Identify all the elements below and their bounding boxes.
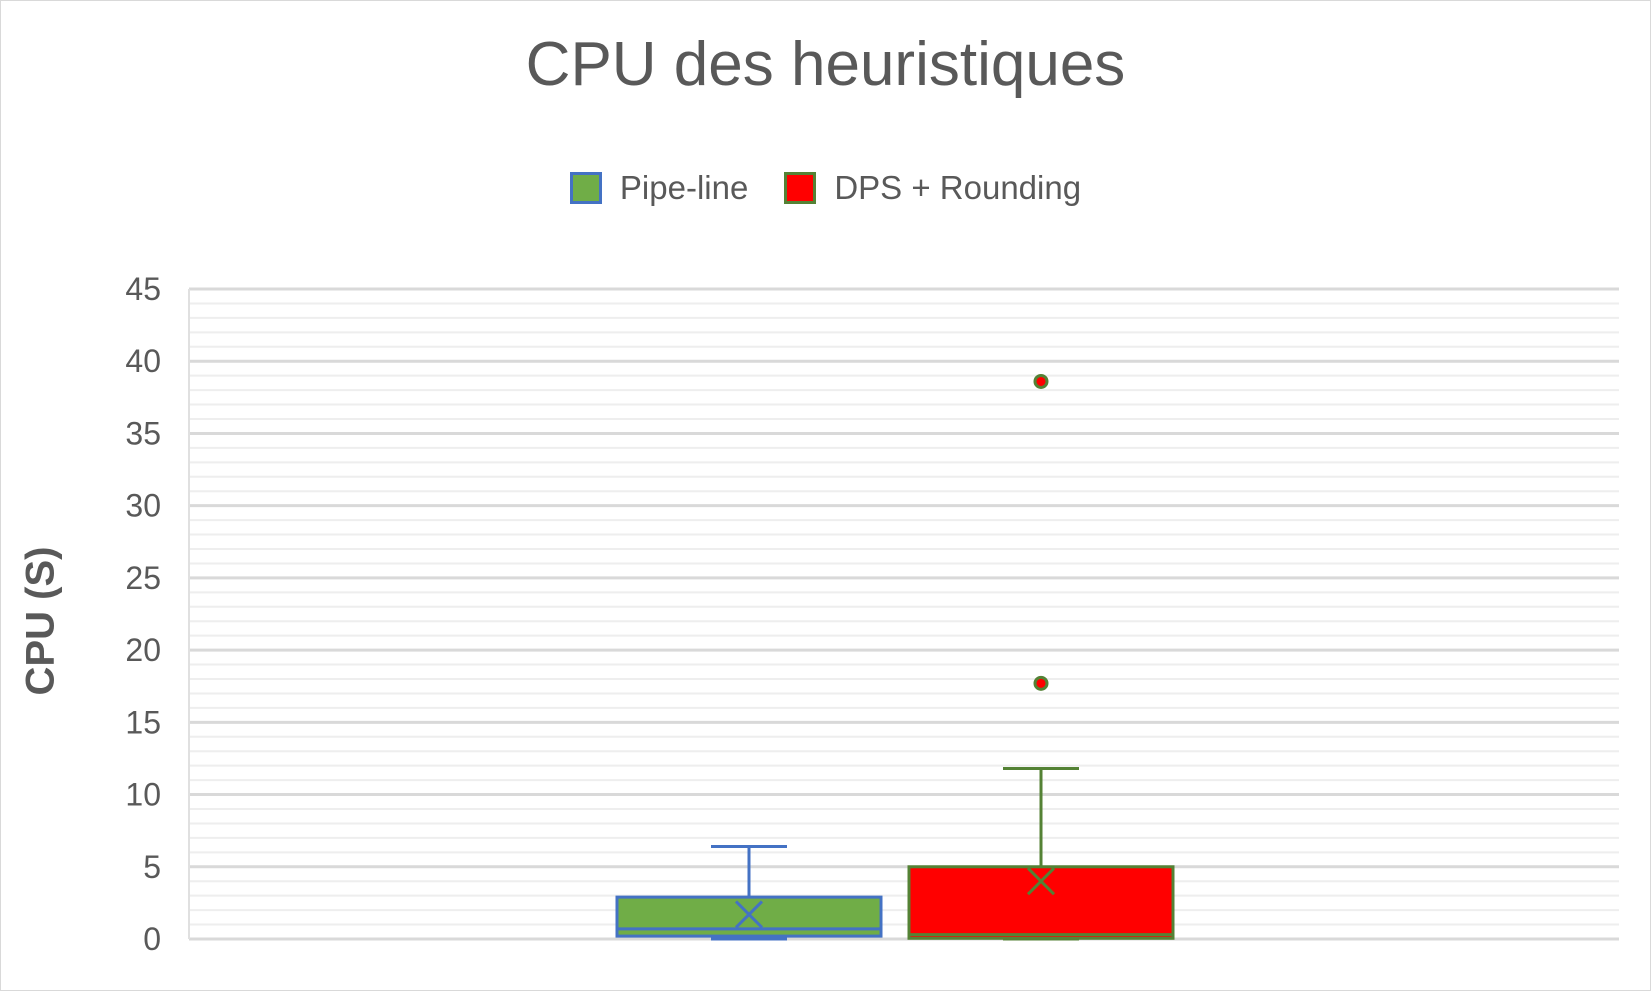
mean-marker <box>734 900 764 929</box>
y-tick-label: 20 <box>125 632 161 668</box>
y-tick-label: 5 <box>143 849 161 885</box>
box-1 <box>907 865 1175 940</box>
y-tick-label: 30 <box>125 488 161 524</box>
legend-entry-pipe-line: Pipe-line <box>569 169 749 207</box>
legend-label-dps-rounding: DPS + Rounding <box>834 169 1082 206</box>
y-tick-label: 15 <box>125 704 161 740</box>
legend: Pipe-line DPS + Rounding <box>1 169 1650 207</box>
legend-swatch-dps-rounding <box>784 172 817 204</box>
chart-title: CPU des heuristiques <box>525 30 1126 99</box>
legend-entry-dps-rounding: DPS + Rounding <box>784 169 1081 207</box>
y-tick-label: 35 <box>125 415 161 451</box>
legend-label-pipe-line: Pipe-line <box>619 169 749 206</box>
legend-swatch-pipe-line <box>569 172 602 204</box>
y-tick-label: 25 <box>125 560 161 596</box>
y-tick-label: 0 <box>143 921 161 957</box>
outlier-point <box>1033 675 1049 691</box>
outlier-point <box>1033 373 1049 389</box>
y-tick-label: 40 <box>125 343 161 379</box>
mean-marker <box>1026 867 1056 896</box>
y-tick-label: 45 <box>125 271 161 307</box>
y-tick-label: 10 <box>125 777 161 813</box>
